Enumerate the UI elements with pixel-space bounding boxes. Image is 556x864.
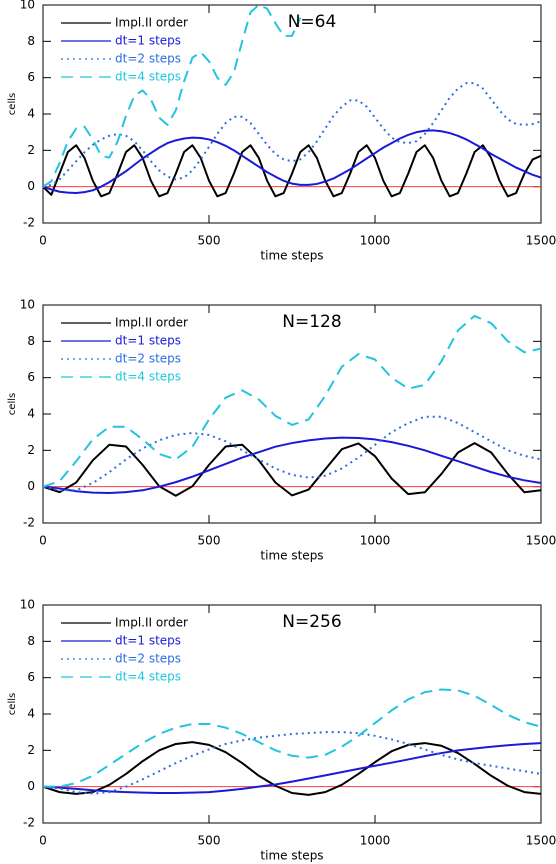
x-tick-label: 0 <box>39 834 47 848</box>
y-tick-label: 6 <box>27 670 35 684</box>
x-tick-label: 1500 <box>526 534 556 548</box>
legend-label: Impl.II order <box>115 616 188 630</box>
panel: -2 0 2 4 6 8 10 0 500 1000 1500 time steps cells Impl… <box>7 0 556 263</box>
legend-label: dt=4 steps <box>115 370 181 384</box>
x-tick-label: 500 <box>198 534 221 548</box>
legend-label: dt=4 steps <box>115 670 181 684</box>
panel: -2 0 2 4 6 8 10 0 500 1000 1500 time steps cells Impl… <box>7 598 556 863</box>
legend-label: Impl.II order <box>115 16 188 30</box>
chart-title: N=128 <box>282 312 341 332</box>
y-tick-label: 0 <box>27 179 35 193</box>
series-line <box>43 731 541 795</box>
series-line <box>43 436 541 495</box>
legend-label: Impl.II order <box>115 316 188 330</box>
x-tick-label: 0 <box>39 234 47 248</box>
y-tick-label: 0 <box>27 779 35 793</box>
y-tick-label: 8 <box>27 334 35 348</box>
series-line <box>43 415 541 492</box>
y-axis-label: cells <box>7 93 18 115</box>
y-tick-label: 2 <box>27 443 35 457</box>
x-tick-label: 500 <box>198 234 221 248</box>
y-axis-label: cells <box>7 693 18 715</box>
series-line <box>43 741 541 796</box>
legend-label: dt=2 steps <box>115 52 181 66</box>
panel: -2 0 2 4 6 8 10 0 500 1000 1500 time steps cells Impl… <box>7 298 556 563</box>
x-axis-label: time steps <box>260 549 323 563</box>
y-tick-label: -2 <box>23 816 35 830</box>
series-line <box>43 144 541 198</box>
y-tick-label: 2 <box>27 143 35 157</box>
x-tick-label: 1500 <box>526 834 556 848</box>
y-tick-label: -2 <box>23 516 35 530</box>
legend-label: dt=2 steps <box>115 652 181 666</box>
series-line <box>43 314 541 488</box>
legend-label: dt=4 steps <box>115 70 181 84</box>
plot-area <box>43 5 541 198</box>
y-tick-label: 10 <box>20 298 35 312</box>
y-tick-label: 8 <box>27 634 35 648</box>
y-axis-label: cells <box>7 393 18 415</box>
y-tick-label: 4 <box>27 407 35 421</box>
y-tick-label: 4 <box>27 107 35 121</box>
x-tick-label: 1000 <box>360 234 391 248</box>
series-line <box>43 442 541 497</box>
chart-title: N=256 <box>282 612 341 632</box>
x-tick-label: 1000 <box>360 834 391 848</box>
y-tick-label: 0 <box>27 479 35 493</box>
legend-label: dt=1 steps <box>115 34 181 48</box>
y-tick-label: 10 <box>20 0 35 12</box>
x-axis-label: time steps <box>260 249 323 263</box>
legend-label: dt=1 steps <box>115 334 181 348</box>
plot-area <box>43 314 541 497</box>
x-tick-label: 1000 <box>360 534 391 548</box>
chart-title: N=64 <box>288 12 337 32</box>
series-line <box>43 742 541 795</box>
y-tick-label: -2 <box>23 216 35 230</box>
x-tick-label: 0 <box>39 534 47 548</box>
y-tick-label: 2 <box>27 743 35 757</box>
x-tick-label: 500 <box>198 834 221 848</box>
legend-label: dt=1 steps <box>115 634 181 648</box>
legend-label: dt=2 steps <box>115 352 181 366</box>
y-tick-label: 6 <box>27 370 35 384</box>
series-line <box>43 688 541 788</box>
plot-area <box>43 688 541 796</box>
x-tick-label: 1500 <box>526 234 556 248</box>
y-tick-label: 6 <box>27 70 35 84</box>
y-tick-label: 8 <box>27 34 35 48</box>
series-line <box>43 82 541 188</box>
series-line <box>43 129 541 195</box>
y-tick-label: 10 <box>20 598 35 612</box>
series-line <box>43 5 302 188</box>
y-tick-label: 4 <box>27 707 35 721</box>
x-axis-label: time steps <box>260 849 323 863</box>
